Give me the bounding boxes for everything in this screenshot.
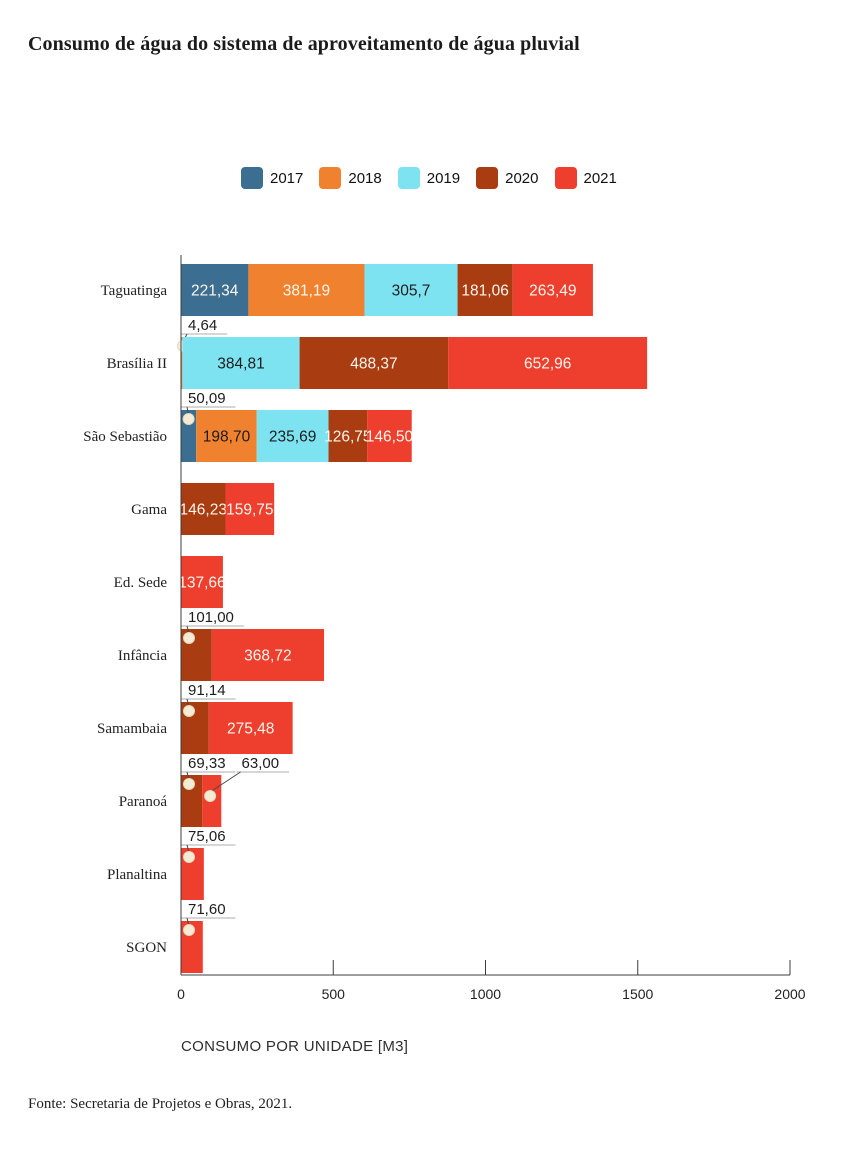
callout-value-label: 71,60 [188, 901, 226, 918]
legend-label: 2017 [270, 169, 304, 187]
callout-dot [204, 790, 217, 802]
page-title: Consumo de água do sistema de aproveitam… [28, 33, 580, 55]
legend-item-2020: 2020 [476, 167, 539, 189]
callout-dot [183, 924, 195, 936]
bar-segment [299, 337, 449, 389]
bar-value-label: 146,23 [180, 502, 227, 519]
bar-value-label: 381,19 [283, 283, 330, 300]
callout-dot [183, 778, 195, 790]
bar-value-label: 263,49 [529, 283, 576, 300]
bar-value-label: 126,75 [324, 429, 371, 446]
bar-segment [208, 702, 293, 754]
legend-item-2018: 2018 [319, 167, 382, 189]
category-label: Brasília II [107, 356, 167, 372]
bar-value-label: 181,06 [461, 283, 508, 300]
callout-value-label: 101,00 [188, 609, 234, 626]
bar-segment [512, 264, 593, 316]
category-label: Samambaia [97, 721, 167, 737]
bar-value-label: 368,72 [244, 648, 291, 665]
bar-segment [367, 410, 412, 462]
category-label: Planaltina [107, 867, 167, 883]
legend-item-2017: 2017 [241, 167, 303, 189]
bar-segment [256, 410, 329, 462]
callout-dot [183, 632, 195, 644]
bar-value-label: 488,37 [350, 356, 397, 373]
category-label: Gama [131, 502, 167, 518]
bar-value-label: 652,96 [524, 356, 571, 373]
category-label: São Sebastião [83, 429, 167, 445]
callout-value-label: 4,64 [188, 317, 217, 334]
legend-label: 2020 [505, 169, 539, 187]
bar-value-label: 137,66 [178, 575, 225, 592]
legend-item-2021: 2021 [554, 167, 617, 189]
bar-segment [328, 410, 368, 462]
legend-label: 2021 [583, 169, 617, 187]
bar-value-label: 305,7 [392, 283, 431, 300]
x-axis-title: CONSUMO POR UNIDADE [M3] [181, 1038, 409, 1055]
bar-segment [448, 337, 648, 389]
callout-value-label: 91,14 [188, 682, 226, 699]
bar-value-label: 275,48 [227, 721, 274, 738]
category-label: Ed. Sede [114, 575, 168, 591]
callout-dot [182, 413, 195, 425]
legend-label: 2018 [348, 169, 382, 187]
category-label: Infância [118, 648, 167, 664]
bar-segment [181, 264, 249, 316]
bar-segment [225, 483, 275, 535]
x-tick-label: 0 [177, 986, 185, 1002]
source-note: Fonte: Secretaria de Projetos e Obras, 2… [28, 1096, 293, 1112]
bar-value-label: 221,34 [191, 283, 239, 300]
callout-value-label: 75,06 [188, 828, 226, 845]
category-label: SGON [126, 940, 167, 956]
category-label: Taguatinga [101, 283, 168, 299]
legend-swatch-2018 [319, 167, 342, 189]
bar-segment [181, 483, 226, 535]
legend-item-2019: 2019 [397, 167, 461, 189]
callout-dot [183, 705, 195, 717]
bar-segment [364, 264, 458, 316]
bar-segment [457, 264, 513, 316]
bar-segment [181, 556, 223, 608]
category-label: Paranoá [119, 794, 168, 810]
bar-value-label: 235,69 [269, 429, 316, 446]
legend-swatch-2020 [476, 167, 499, 189]
bar-value-label: 146,50 [366, 429, 414, 446]
callout-value-label: 50,09 [188, 390, 226, 407]
x-tick-label: 2000 [774, 986, 805, 1002]
x-tick-label: 1500 [622, 986, 653, 1002]
callout-connector-line [209, 771, 241, 793]
bar-value-label: 198,70 [203, 429, 251, 446]
x-tick-label: 1000 [470, 986, 501, 1002]
legend-label: 2019 [426, 169, 461, 187]
chart-legend: 2017 2018 2019 2020 2021 [241, 167, 617, 189]
callout-value-label: 69,33 [188, 755, 226, 772]
legend-swatch-2019 [397, 167, 420, 189]
x-tick-label: 500 [322, 986, 346, 1002]
bar-segment [196, 410, 257, 462]
bar-segment [181, 337, 183, 389]
bar-segment [248, 264, 365, 316]
bar-segment [211, 629, 325, 681]
callout-dot [183, 851, 195, 863]
bar-value-label: 384,81 [217, 356, 264, 373]
bar-value-label: 159,75 [226, 502, 273, 519]
legend-swatch-2021 [554, 167, 577, 189]
bar-segment [182, 337, 300, 389]
callout-value-label: 63,00 [242, 755, 280, 772]
legend-swatch-2017 [241, 167, 263, 189]
